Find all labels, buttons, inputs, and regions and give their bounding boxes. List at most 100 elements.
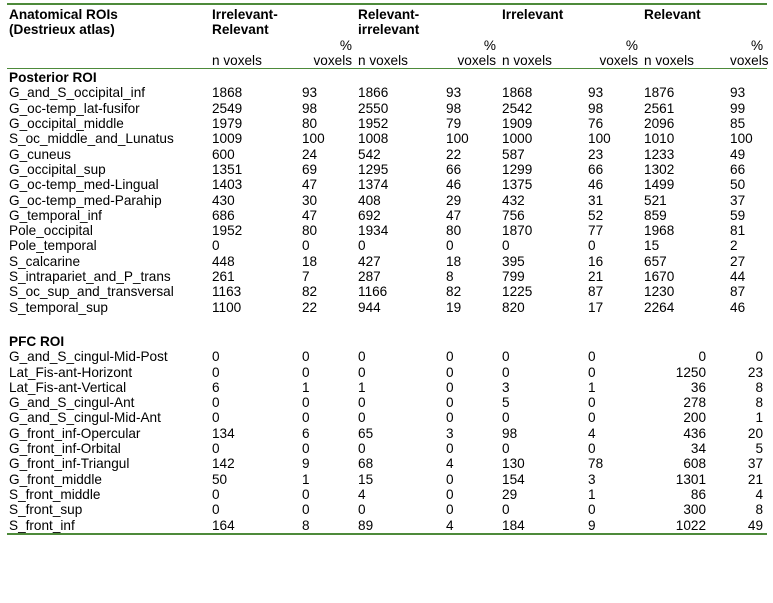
table-row: G_and_S_cingul-Mid-Ant 0 0 0 0 0 0 200 1 [7,410,767,425]
n-voxels-cell: 0 [212,395,220,411]
subheader-pct-voxels: % voxels [586,37,643,70]
pct-voxels-cell: 99 [730,100,746,116]
n-voxels-cell: 278 [683,395,707,411]
n-voxels-cell: 98 [502,425,518,441]
table-row: G_and_S_cingul-Mid-Post 0 0 0 0 0 0 0 0 [7,349,767,364]
header-group-irrelevant: Irrelevant [500,3,643,38]
n-voxels-cell: 1225 [502,284,533,300]
table-row: Pole_temporal 0 0 0 0 0 0 15 2 [7,238,767,253]
n-voxels-cell: 430 [212,192,235,208]
n-voxels-cell: 587 [502,146,525,162]
roi-name-cell: G_front_inf-Opercular [9,425,141,441]
table-row: Lat_Fis-ant-Vertical 6 1 1 0 3 1 36 8 [7,380,767,395]
pct-voxels-cell: 52 [588,207,604,223]
roi-name-cell: S_oc_sup_and_transversal [9,284,174,300]
pct-voxels-cell: 8 [755,379,764,395]
pct-voxels-cell: 2 [730,238,738,254]
pct-voxels-cell: 0 [302,349,310,365]
roi-name-cell: S_calcarine [9,253,81,269]
n-voxels-cell: 36 [690,379,707,395]
pct-voxels-cell: 0 [302,395,310,411]
pct-voxels-cell: 100 [730,131,753,147]
pct-voxels-cell: 78 [588,456,604,472]
n-voxels-cell: 0 [358,395,366,411]
pct-voxels-cell: 23 [747,364,764,380]
pct-voxels-cell: 18 [446,253,462,269]
n-voxels-cell: 1302 [644,161,675,177]
pct-voxels-cell: 82 [302,284,318,300]
n-voxels-cell: 1022 [642,517,729,535]
pct-voxels-cell: 85 [730,116,746,132]
n-voxels-cell: 0 [212,410,220,426]
pct-voxels-cell: 79 [446,116,462,132]
n-voxels-cell: 0 [212,441,220,457]
roi-name-cell: Lat_Fis-ant-Vertical [9,379,127,395]
table-row: G_front_middle 50 1 15 0 154 3 1301 21 [7,472,767,487]
pct-voxels-cell: 0 [446,379,454,395]
n-voxels-cell: 0 [212,486,220,502]
table-row: S_front_inf 164 8 89 4 184 9 1022 49 [7,517,768,535]
pct-voxels-cell: 3 [446,425,454,441]
n-voxels-cell: 657 [644,253,667,269]
n-voxels-cell: 15 [644,238,660,254]
n-voxels-cell: 1979 [212,116,243,132]
header-group-relevant: Relevant [642,3,768,38]
n-voxels-cell: 1868 [212,85,243,101]
roi-name-cell: S_front_middle [9,486,101,502]
pct-voxels-cell: 87 [730,284,746,300]
pct-voxels-cell: 1 [588,379,596,395]
n-voxels-cell: 261 [212,269,235,285]
n-voxels-cell: 0 [358,410,366,426]
pct-voxels-cell: 0 [446,486,454,502]
roi-name-cell: G_and_S_occipital_inf [9,85,146,101]
n-voxels-cell: 34 [690,441,707,457]
table-row: S_front_sup 0 0 0 0 0 0 300 8 [7,502,767,517]
n-voxels-cell: 0 [212,364,220,380]
pct-voxels-cell: 76 [588,116,604,132]
roi-name-cell: S_temporal_sup [9,299,108,315]
n-voxels-cell: 1233 [644,146,675,162]
n-voxels-cell: 6 [212,379,220,395]
pct-voxels-cell: 0 [302,486,310,502]
section-spacer [7,315,767,333]
pct-voxels-cell: 0 [302,441,310,457]
n-voxels-cell: 1499 [644,177,675,193]
section-title: Posterior ROI [9,70,97,86]
n-voxels-cell: 0 [212,238,220,254]
pct-voxels-cell: 47 [302,207,318,223]
subheader-empty [7,37,210,70]
n-voxels-cell: 0 [358,364,366,380]
n-voxels-cell: 4 [358,486,366,502]
pct-voxels-cell: 1 [302,379,310,395]
pct-voxels-cell: 4 [446,456,454,472]
pct-voxels-cell: 17 [588,299,604,315]
roi-name-cell: G_oc-temp_med-Parahip [9,192,162,208]
table-row: Pole_occipital 1952 80 1934 80 1870 77 1968 81 [7,223,767,238]
pct-voxels-cell: 31 [588,192,604,208]
n-voxels-cell: 0 [502,441,510,457]
header-roi-label: Anatomical ROIs (Destrieux atlas) [7,3,210,38]
table-row: G_temporal_inf 686 47 692 47 756 52 859 59 [7,208,767,223]
pct-voxels-cell: 21 [747,471,764,487]
pct-voxels-cell: 100 [302,131,325,147]
pct-voxels-cell: 69 [302,161,318,177]
pct-voxels-cell: 0 [755,349,764,365]
table-row: G_cuneus 600 24 542 22 587 23 1233 49 [7,147,767,162]
pct-voxels-cell: 81 [730,223,746,239]
roi-name-cell: G_and_S_cingul-Mid-Ant [9,410,161,426]
n-voxels-cell: 1952 [358,116,389,132]
n-voxels-cell: 1166 [358,284,388,300]
pct-voxels-cell: 0 [302,410,310,426]
pct-voxels-cell: 0 [446,395,454,411]
n-voxels-cell: 1230 [644,284,675,300]
n-voxels-cell: 65 [358,425,374,441]
n-voxels-cell: 86 [690,486,707,502]
n-voxels-cell: 0 [502,364,510,380]
table-row: G_occipital_middle 1979 80 1952 79 1909 76 2096… [7,116,767,131]
roi-name-cell: G_oc-temp_med-Lingual [9,177,159,193]
section-title-row: Posterior ROI [7,69,767,86]
pct-voxels-cell: 3 [588,471,596,487]
n-voxels-cell: 1301 [675,471,707,487]
pct-voxels-cell: 93 [446,85,462,101]
pct-voxels-cell: 80 [446,223,462,239]
